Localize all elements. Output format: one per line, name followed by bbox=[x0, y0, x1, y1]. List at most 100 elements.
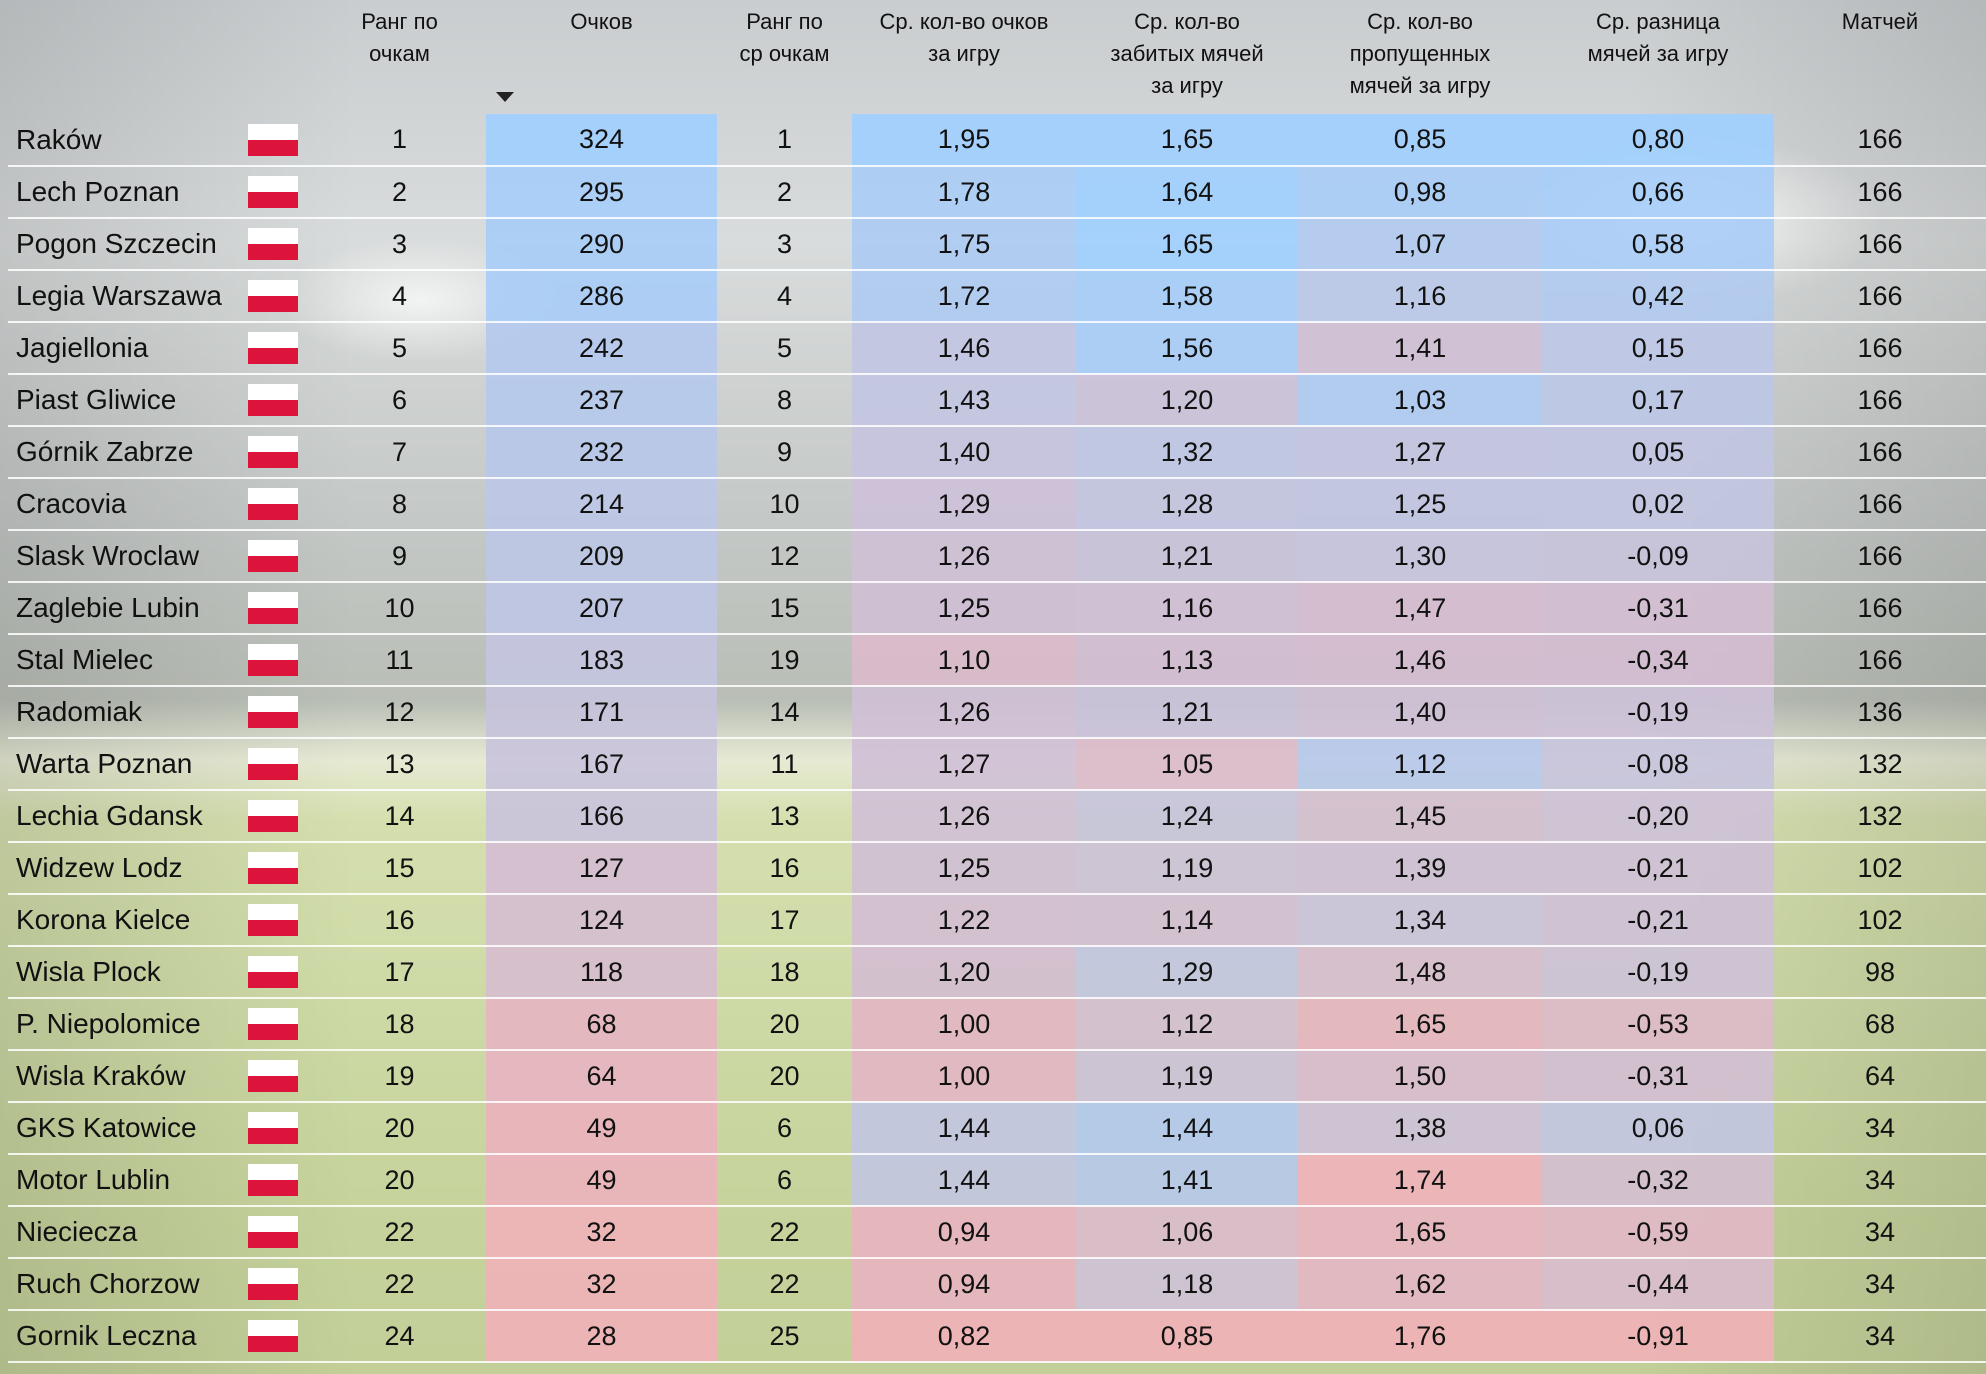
table-row[interactable]: Górnik Zabrze 7 232 9 1,40 1,32 1,27 0,05 166 bbox=[8, 426, 1986, 479]
cell-flag bbox=[233, 530, 313, 583]
cell-avg-points: 1,95 bbox=[852, 114, 1076, 167]
cell-rank-avg: 10 bbox=[717, 478, 852, 531]
table-row[interactable]: Widzew Lodz 15 127 16 1,25 1,19 1,39 -0,21 102 bbox=[8, 842, 1986, 895]
table-row[interactable]: Radomiak 12 171 14 1,26 1,21 1,40 -0,19 136 bbox=[8, 686, 1986, 739]
poland-flag-icon bbox=[248, 1060, 298, 1093]
table-row[interactable]: Gornik Leczna 24 28 25 0,82 0,85 1,76 -0,91 34 bbox=[8, 1310, 1986, 1363]
cell-rank-points: 4 bbox=[313, 270, 486, 323]
cell-team-name: Ruch Chorzow bbox=[8, 1258, 233, 1311]
cell-avg-diff: 0,05 bbox=[1542, 426, 1774, 479]
cell-flag bbox=[233, 426, 313, 479]
poland-flag-icon bbox=[248, 852, 298, 885]
cell-team-name: Legia Warszawa bbox=[8, 270, 233, 323]
table-body: Raków 1 324 1 1,95 1,65 0,85 0,80 166 Lech Poznan… bbox=[8, 114, 1986, 1363]
cell-flag bbox=[233, 478, 313, 531]
poland-flag-icon bbox=[248, 904, 298, 937]
cell-points: 295 bbox=[486, 166, 717, 219]
header-points[interactable]: Очков bbox=[486, 0, 717, 114]
header-rank-points[interactable]: Ранг по очкам bbox=[313, 0, 486, 114]
cell-points: 290 bbox=[486, 218, 717, 271]
table-row[interactable]: GKS Katowice 20 49 6 1,44 1,44 1,38 0,06 34 bbox=[8, 1102, 1986, 1155]
cell-matches: 166 bbox=[1774, 582, 1986, 635]
poland-flag-icon bbox=[248, 800, 298, 833]
table-row[interactable]: Cracovia 8 214 10 1,29 1,28 1,25 0,02 166 bbox=[8, 478, 1986, 531]
cell-avg-diff: 0,06 bbox=[1542, 1102, 1774, 1155]
cell-rank-points: 15 bbox=[313, 842, 486, 895]
table-row[interactable]: Lechia Gdansk 14 166 13 1,26 1,24 1,45 -0,20 132 bbox=[8, 790, 1986, 843]
cell-avg-scored: 1,21 bbox=[1076, 530, 1298, 583]
cell-matches: 166 bbox=[1774, 166, 1986, 219]
header-avg-diff[interactable]: Ср. разница мячей за игру bbox=[1542, 0, 1774, 114]
header-label-line: пропущенных bbox=[1349, 41, 1491, 66]
table-row[interactable]: Piast Gliwice 6 237 8 1,43 1,20 1,03 0,17 166 bbox=[8, 374, 1986, 427]
table-row[interactable]: Motor Lublin 20 49 6 1,44 1,41 1,74 -0,32 34 bbox=[8, 1154, 1986, 1207]
cell-rank-points: 24 bbox=[313, 1310, 486, 1363]
cell-flag bbox=[233, 946, 313, 999]
cell-rank-points: 22 bbox=[313, 1258, 486, 1311]
header-label-line: за игру bbox=[1151, 73, 1223, 98]
cell-avg-points: 1,00 bbox=[852, 1050, 1076, 1103]
table-row[interactable]: Lech Poznan 2 295 2 1,78 1,64 0,98 0,66 166 bbox=[8, 166, 1986, 219]
cell-points: 183 bbox=[486, 634, 717, 687]
cell-avg-conceded: 1,74 bbox=[1298, 1154, 1542, 1207]
cell-matches: 166 bbox=[1774, 634, 1986, 687]
header-label-line: Ранг по bbox=[746, 9, 823, 34]
sort-desc-arrow-icon[interactable] bbox=[486, 92, 514, 102]
table-row[interactable]: Wisla Kraków 19 64 20 1,00 1,19 1,50 -0,31 64 bbox=[8, 1050, 1986, 1103]
table-row[interactable]: Pogon Szczecin 3 290 3 1,75 1,65 1,07 0,58 166 bbox=[8, 218, 1986, 271]
table-row[interactable]: Wisla Plock 17 118 18 1,20 1,29 1,48 -0,19 98 bbox=[8, 946, 1986, 999]
table-row[interactable]: Legia Warszawa 4 286 4 1,72 1,58 1,16 0,42 166 bbox=[8, 270, 1986, 323]
table-row[interactable]: Raków 1 324 1 1,95 1,65 0,85 0,80 166 bbox=[8, 114, 1986, 167]
table-row[interactable]: Slask Wroclaw 9 209 12 1,26 1,21 1,30 -0,09 166 bbox=[8, 530, 1986, 583]
cell-avg-scored: 1,18 bbox=[1076, 1258, 1298, 1311]
cell-points: 28 bbox=[486, 1310, 717, 1363]
cell-points: 49 bbox=[486, 1154, 717, 1207]
cell-avg-conceded: 1,76 bbox=[1298, 1310, 1542, 1363]
table-row[interactable]: Jagiellonia 5 242 5 1,46 1,56 1,41 0,15 166 bbox=[8, 322, 1986, 375]
cell-matches: 34 bbox=[1774, 1258, 1986, 1311]
poland-flag-icon bbox=[248, 1320, 298, 1353]
header-matches[interactable]: Матчей bbox=[1774, 0, 1986, 114]
cell-avg-points: 1,44 bbox=[852, 1154, 1076, 1207]
cell-avg-points: 1,26 bbox=[852, 530, 1076, 583]
table-row[interactable]: Korona Kielce 16 124 17 1,22 1,14 1,34 -0,21 102 bbox=[8, 894, 1986, 947]
cell-avg-points: 0,94 bbox=[852, 1258, 1076, 1311]
cell-avg-diff: -0,31 bbox=[1542, 1050, 1774, 1103]
cell-team-name: GKS Katowice bbox=[8, 1102, 233, 1155]
cell-rank-avg: 3 bbox=[717, 218, 852, 271]
cell-team-name: P. Niepolomice bbox=[8, 998, 233, 1051]
cell-rank-avg: 4 bbox=[717, 270, 852, 323]
cell-team-name: Piast Gliwice bbox=[8, 374, 233, 427]
cell-avg-conceded: 1,38 bbox=[1298, 1102, 1542, 1155]
cell-matches: 64 bbox=[1774, 1050, 1986, 1103]
cell-avg-points: 1,27 bbox=[852, 738, 1076, 791]
cell-team-name: Raków bbox=[8, 114, 233, 167]
table-row[interactable]: Ruch Chorzow 22 32 22 0,94 1,18 1,62 -0,44 34 bbox=[8, 1258, 1986, 1311]
header-rank-avg[interactable]: Ранг по ср очкам bbox=[717, 0, 852, 114]
cell-avg-conceded: 1,65 bbox=[1298, 1206, 1542, 1259]
cell-rank-avg: 11 bbox=[717, 738, 852, 791]
table-row[interactable]: Nieciecza 22 32 22 0,94 1,06 1,65 -0,59 34 bbox=[8, 1206, 1986, 1259]
poland-flag-icon bbox=[248, 488, 298, 521]
cell-avg-scored: 1,29 bbox=[1076, 946, 1298, 999]
cell-points: 127 bbox=[486, 842, 717, 895]
cell-avg-diff: -0,31 bbox=[1542, 582, 1774, 635]
poland-flag-icon bbox=[248, 956, 298, 989]
header-label-line: мячей за игру bbox=[1587, 41, 1729, 66]
header-label-line: Ср. кол-во bbox=[1367, 9, 1473, 34]
table-row[interactable]: Warta Poznan 13 167 11 1,27 1,05 1,12 -0,08 132 bbox=[8, 738, 1986, 791]
cell-matches: 166 bbox=[1774, 374, 1986, 427]
header-avg-conceded[interactable]: Ср. кол-во пропущенных мячей за игру bbox=[1298, 0, 1542, 114]
cell-avg-scored: 1,06 bbox=[1076, 1206, 1298, 1259]
header-avg-scored[interactable]: Ср. кол-во забитых мячей за игру bbox=[1076, 0, 1298, 114]
cell-avg-diff: -0,91 bbox=[1542, 1310, 1774, 1363]
cell-avg-diff: 0,02 bbox=[1542, 478, 1774, 531]
table-row[interactable]: P. Niepolomice 18 68 20 1,00 1,12 1,65 -0,53 68 bbox=[8, 998, 1986, 1051]
cell-avg-conceded: 1,47 bbox=[1298, 582, 1542, 635]
table-row[interactable]: Zaglebie Lubin 10 207 15 1,25 1,16 1,47 -0,31 16… bbox=[8, 582, 1986, 635]
table-row[interactable]: Stal Mielec 11 183 19 1,10 1,13 1,46 -0,34 166 bbox=[8, 634, 1986, 687]
cell-avg-scored: 1,24 bbox=[1076, 790, 1298, 843]
cell-rank-avg: 6 bbox=[717, 1154, 852, 1207]
header-avg-points[interactable]: Ср. кол-во очков за игру bbox=[852, 0, 1076, 114]
cell-matches: 166 bbox=[1774, 218, 1986, 271]
